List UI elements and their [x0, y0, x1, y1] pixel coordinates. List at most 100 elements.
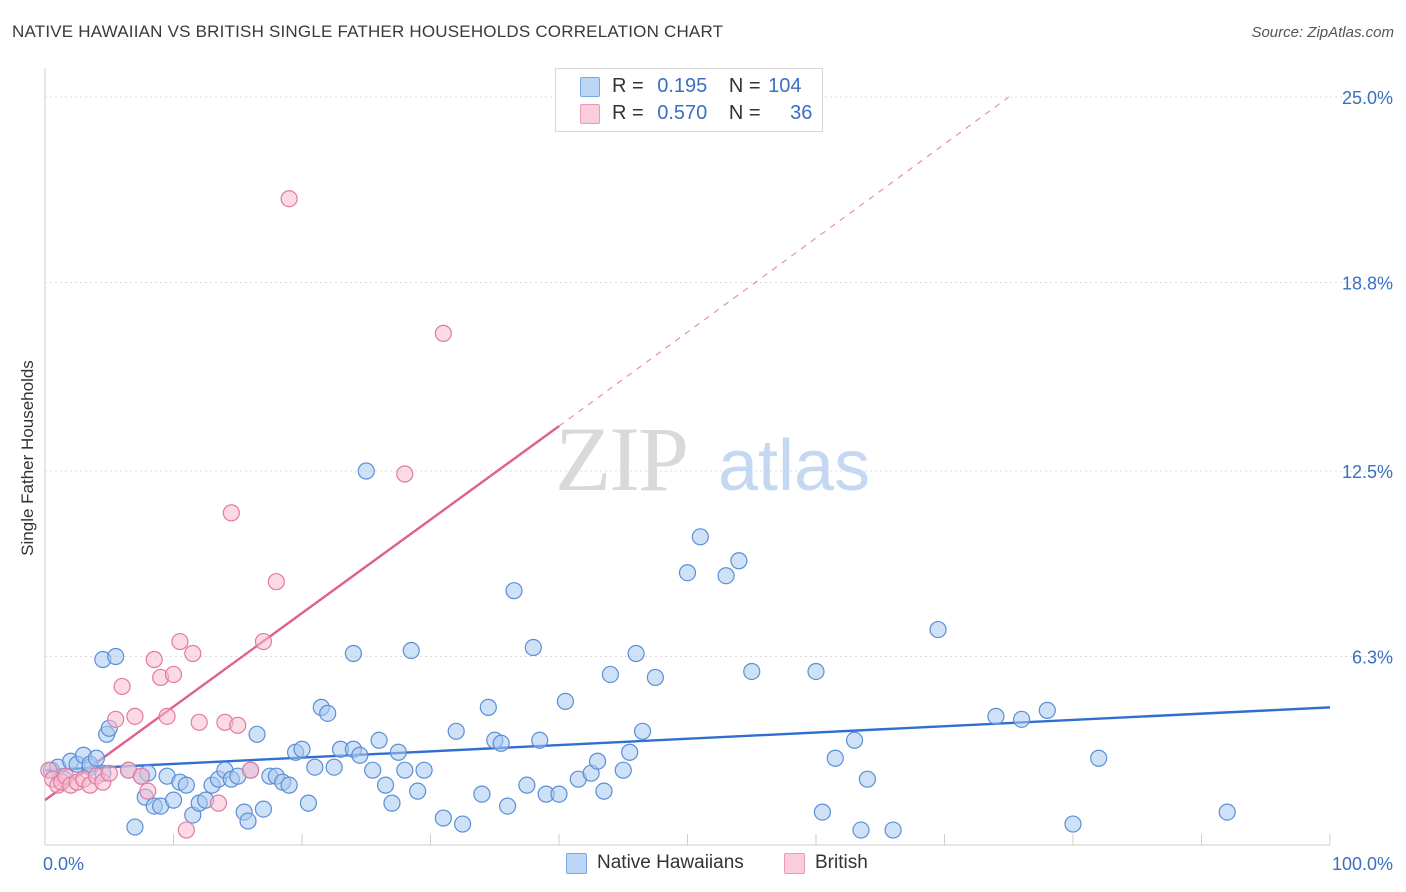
british-point	[229, 716, 247, 734]
british-trend-extension	[558, 96, 1010, 427]
british-point	[184, 644, 202, 663]
native-hawaiian-point	[434, 809, 452, 827]
british-point	[396, 465, 414, 483]
native-hawaiian-point	[595, 782, 613, 800]
native-hawaiian-point	[357, 462, 375, 480]
british-point	[164, 665, 183, 684]
y-tick-label: 12.5%	[1342, 462, 1393, 482]
legend-r-label: R =	[612, 75, 644, 97]
british-point	[139, 782, 157, 800]
british-point	[254, 632, 273, 651]
native-hawaiian-point	[845, 731, 864, 749]
native-hawaiian-point	[556, 692, 575, 710]
bottom-legend-label: Native Hawaiians	[597, 852, 744, 873]
native-hawaiian-point	[717, 567, 735, 585]
native-hawaiian-point	[601, 665, 620, 684]
native-hawaiian-point	[1064, 815, 1082, 833]
native-hawaiian-point	[409, 782, 427, 800]
native-hawaiian-point	[1012, 710, 1031, 728]
native-hawaiian-point	[370, 731, 388, 749]
british-point	[171, 632, 189, 651]
axis-ticks: 6.3% 12.5% 18.8% 25.0% 0.0% 100.0%	[43, 88, 1393, 874]
native-hawaiian-point	[987, 707, 1005, 725]
watermark-zip: ZIP	[555, 408, 687, 510]
native-hawaiian-point	[107, 647, 125, 666]
trend-lines	[44, 96, 1331, 802]
native-hawaiian-point	[87, 749, 106, 767]
native-hawaiian-point	[807, 662, 825, 681]
native-hawaiian-point	[319, 704, 337, 722]
grid	[44, 68, 1394, 846]
native-hawaiian-point	[524, 638, 542, 657]
bottom-legend-swatch-native-hawaiians	[566, 853, 587, 874]
native-hawaiian-point	[299, 794, 318, 812]
british-point	[242, 761, 260, 779]
legend-r-label: R =	[612, 102, 644, 124]
native-hawaiian-point	[479, 698, 497, 716]
x-tick-label: 0.0%	[43, 854, 84, 874]
native-hawaiian-point	[633, 722, 652, 740]
bottom-legend-label: British	[815, 852, 868, 873]
native-hawaiian-point	[678, 564, 697, 582]
british-point	[107, 710, 125, 728]
native-hawaiian-point	[376, 776, 395, 794]
correlation-legend: R = 0.195 N = 104 R = 0.570 N = 36	[555, 68, 823, 132]
native-hawaiian-point	[454, 815, 472, 833]
y-tick-label: 25.0%	[1342, 88, 1393, 108]
native-hawaiian-point	[492, 734, 510, 752]
source-note: Source: ZipAtlas.com	[1251, 24, 1394, 41]
native-hawaiian-point	[826, 749, 844, 767]
native-hawaiian-point	[1218, 803, 1236, 821]
native-hawaiian-point	[884, 821, 902, 839]
legend-swatch-british	[580, 104, 600, 124]
native-hawaiian-point	[743, 662, 761, 681]
chart-title: NATIVE HAWAIIAN VS BRITISH SINGLE FATHER…	[12, 22, 724, 41]
native-hawaiian-point	[614, 761, 632, 779]
y-axis-label: Single Father Households	[18, 360, 37, 556]
native-hawaiian-point	[550, 785, 568, 803]
british-point	[177, 821, 195, 839]
native-hawaiian-point	[415, 761, 433, 779]
native-hawaiian-point	[621, 743, 639, 761]
british-point	[190, 713, 208, 731]
native-hawaiian-point	[505, 582, 523, 600]
native-hawaiian-point	[646, 668, 664, 687]
british-point	[113, 677, 131, 696]
native-hawaiian-point	[280, 776, 298, 794]
native-hawaiian-point	[248, 725, 266, 743]
native-hawaiian-point	[126, 818, 144, 836]
data-points	[40, 190, 1236, 839]
british-point	[209, 794, 228, 812]
native-hawaiian-point	[351, 746, 369, 764]
native-hawaiian-point	[1038, 701, 1056, 719]
native-hawaiian-point	[858, 770, 877, 788]
british-point	[126, 707, 144, 725]
british-point	[145, 650, 163, 669]
native-hawaiian-point	[627, 644, 645, 663]
british-point	[434, 324, 452, 342]
y-tick-label: 18.8%	[1342, 274, 1393, 294]
native-hawaiian-point	[929, 620, 947, 639]
native-hawaiian-point	[730, 552, 748, 570]
british-point	[100, 764, 118, 782]
native-hawaiian-point	[499, 797, 517, 815]
british-point	[267, 573, 285, 591]
british-point	[132, 767, 150, 785]
x-tick-label: 100.0%	[1332, 854, 1393, 874]
native-hawaiian-point	[396, 761, 414, 779]
legend-r-value: 0.195	[657, 75, 708, 97]
native-hawaiian-point	[164, 791, 183, 809]
native-hawaiian-point	[306, 758, 324, 776]
native-hawaiian-point	[588, 752, 607, 770]
native-hawaiian-point	[402, 641, 420, 660]
british-trend-line	[44, 425, 560, 802]
native-hawaiian-point	[344, 644, 362, 663]
native-hawaiian-point	[239, 812, 257, 830]
british-point	[222, 504, 240, 522]
native-hawaiian-point	[254, 800, 273, 818]
native-hawaiian-point	[852, 821, 870, 839]
native-hawaiian-point	[389, 743, 407, 761]
native-hawaiian-point	[325, 758, 343, 776]
native-hawaiian-point	[383, 794, 401, 812]
